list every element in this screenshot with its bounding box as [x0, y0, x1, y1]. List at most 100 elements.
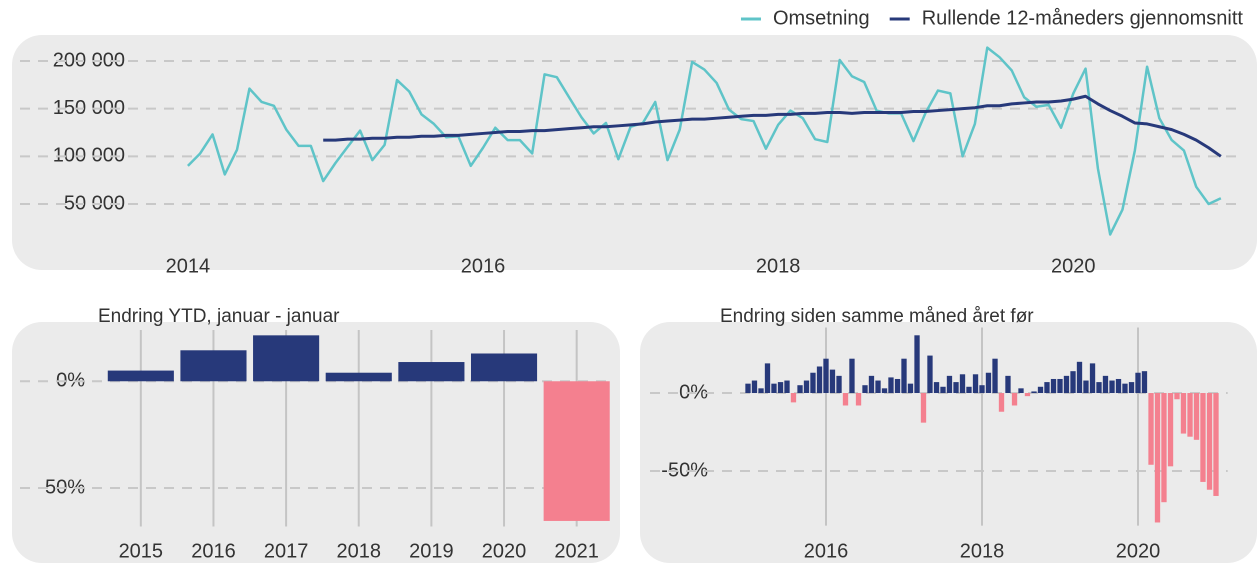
- y-tick-label: 100 000: [53, 145, 125, 167]
- bar: [107, 370, 174, 382]
- bar: [914, 335, 920, 394]
- x-tick-label: 2015: [119, 540, 164, 562]
- chart-title: Endring siden samme måned året før: [720, 306, 1034, 327]
- bar: [1102, 375, 1109, 394]
- bar: [1148, 393, 1154, 465]
- x-tick-label: 2020: [1051, 255, 1096, 277]
- bar: [470, 353, 538, 382]
- y-tick-label: -50%: [661, 459, 708, 481]
- chart-title: Endring YTD, januar - januar: [98, 306, 340, 327]
- bar: [1135, 372, 1141, 394]
- bar: [979, 385, 985, 394]
- bar: [1037, 386, 1044, 394]
- bar: [875, 380, 881, 394]
- bar: [992, 358, 998, 394]
- bar: [1161, 393, 1167, 503]
- x-tick-label: 2021: [554, 540, 599, 562]
- legend-item: Omsetning: [740, 7, 870, 29]
- bar: [894, 378, 901, 394]
- bar: [816, 366, 823, 394]
- bar: [1154, 393, 1161, 523]
- bar: [823, 358, 829, 394]
- x-tick-label: 2014: [166, 255, 211, 277]
- bar: [836, 375, 842, 394]
- x-tick-label: 2016: [804, 540, 849, 562]
- bar: [901, 358, 907, 394]
- x-tick-label: 2018: [960, 540, 1005, 562]
- legend-label: Omsetning: [773, 7, 870, 29]
- bar: [1089, 363, 1096, 394]
- bar: [758, 388, 764, 394]
- bar: [998, 393, 1005, 412]
- bar: [868, 375, 875, 394]
- bar: [959, 374, 966, 394]
- bar: [1109, 380, 1115, 394]
- bar: [1128, 382, 1135, 394]
- x-tick-label: 2020: [1116, 540, 1161, 562]
- x-tick-label: 2019: [409, 540, 454, 562]
- bar: [966, 386, 972, 394]
- bar: [985, 372, 992, 394]
- y-tick-label: 150 000: [53, 97, 125, 119]
- bar: [1011, 393, 1018, 406]
- bar: [829, 369, 836, 394]
- bar: [1167, 393, 1174, 467]
- bar: [927, 355, 933, 394]
- legend-label: Rullende 12-måneders gjennomsnitt: [922, 7, 1244, 29]
- bar: [1050, 378, 1057, 394]
- bar: [1187, 393, 1193, 437]
- bar: [881, 388, 888, 394]
- bar: [940, 386, 946, 394]
- panel: [640, 322, 1257, 563]
- line: [187, 46, 1222, 236]
- bar: [1005, 375, 1011, 394]
- bar: [771, 383, 777, 394]
- bar: [862, 385, 868, 394]
- bar: [797, 385, 803, 394]
- panel: [12, 35, 1257, 270]
- bar: [1083, 380, 1089, 394]
- bar: [790, 393, 797, 403]
- bar: [1180, 393, 1187, 434]
- bar: [398, 362, 465, 382]
- bar: [325, 372, 392, 382]
- x-tick-label: 2020: [482, 540, 527, 562]
- bar: [1141, 371, 1148, 394]
- bar: [1122, 383, 1128, 394]
- bar: [1024, 393, 1031, 397]
- bar: [777, 382, 784, 394]
- bar: [946, 375, 953, 394]
- x-tick-label: 2018: [337, 540, 382, 562]
- bar: [784, 380, 790, 394]
- bar: [1200, 393, 1206, 482]
- x-tick-label: 2018: [756, 255, 801, 277]
- bar: [745, 383, 751, 394]
- bar: [907, 383, 914, 394]
- bar: [543, 381, 610, 521]
- bar: [855, 393, 862, 406]
- bar: [1044, 382, 1050, 394]
- bar: [933, 382, 940, 394]
- bar: [1031, 391, 1037, 394]
- bar: [803, 380, 810, 394]
- bar: [1018, 388, 1024, 394]
- bar: [1096, 382, 1102, 394]
- line: [323, 94, 1222, 158]
- bar: [842, 393, 849, 406]
- x-tick-label: 2016: [191, 540, 236, 562]
- bar: [972, 374, 979, 394]
- bar: [1174, 393, 1180, 400]
- bar: [1076, 361, 1083, 394]
- bar: [1213, 393, 1219, 496]
- bar: [888, 377, 894, 394]
- bar: [953, 382, 959, 394]
- bar: [180, 350, 247, 382]
- bar: [1206, 393, 1213, 490]
- y-tick-label: 200 000: [53, 49, 125, 71]
- bar: [1070, 371, 1076, 394]
- bar: [849, 358, 855, 394]
- x-tick-label: 2017: [264, 540, 309, 562]
- bar: [751, 380, 758, 394]
- bar: [810, 372, 816, 394]
